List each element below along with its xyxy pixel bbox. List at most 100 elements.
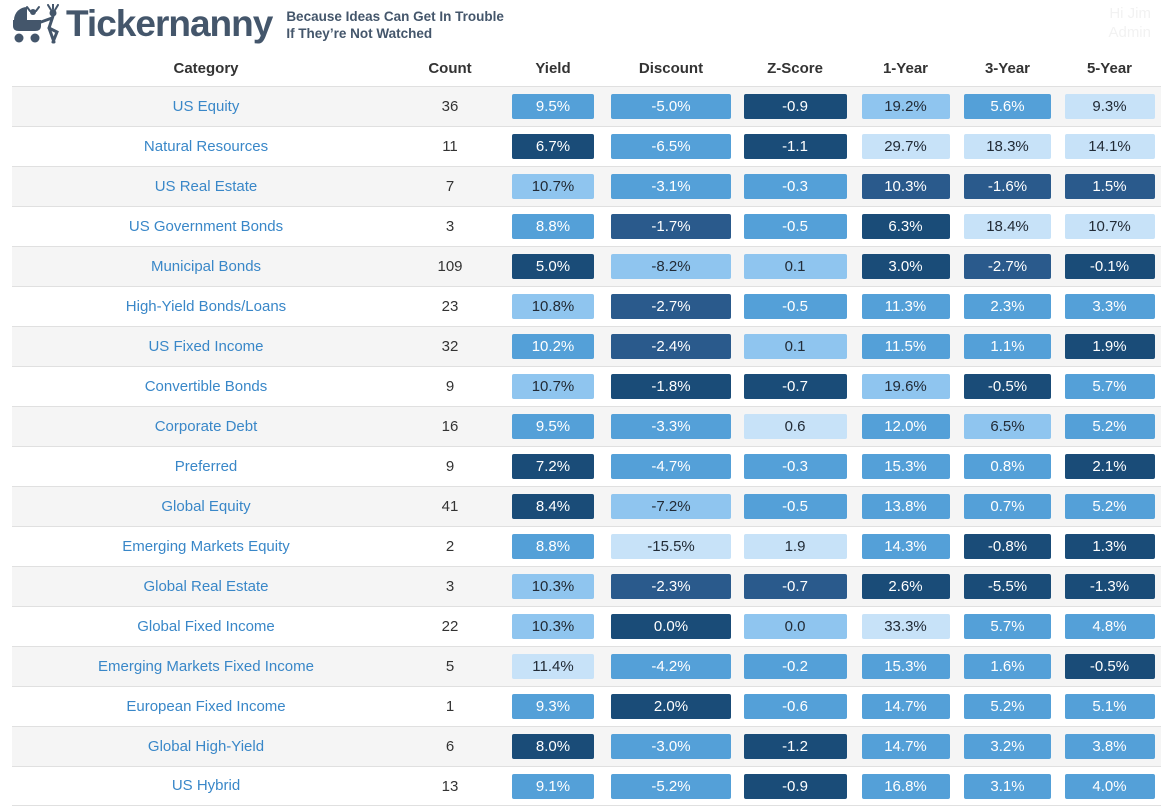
heatmap-value-pill: 1.6% — [964, 654, 1051, 679]
metric-cell: 5.7% — [957, 614, 1058, 639]
metric-cell: 6.3% — [854, 214, 957, 239]
heatmap-value-pill: 10.3% — [861, 174, 950, 199]
metric-cell: 6.7% — [500, 134, 606, 159]
category-link[interactable]: US Fixed Income — [148, 337, 264, 355]
category-link[interactable]: Emerging Markets Fixed Income — [98, 657, 314, 675]
brand-logo[interactable]: Tickernanny — [10, 2, 273, 46]
category-link[interactable]: High-Yield Bonds/Loans — [125, 297, 287, 315]
metric-cell: 10.3% — [854, 174, 957, 199]
table-header-row: Category Count Yield Discount Z-Score 1-Year 3… — [12, 50, 1161, 86]
metric-cell: 2.3% — [957, 294, 1058, 319]
metric-cell: -5.5% — [957, 574, 1058, 599]
category-link[interactable]: Convertible Bonds — [144, 377, 268, 395]
table-row: Municipal Bonds 109 5.0% -8.2% 0.1 3.0% -2.7% -… — [12, 246, 1161, 286]
metric-cell: 10.7% — [1058, 214, 1161, 239]
table-row: Natural Resources 11 6.7% -6.5% -1.1 29.7% 18.… — [12, 126, 1161, 166]
category-link[interactable]: Global Real Estate — [143, 577, 269, 595]
heatmap-value-pill: 9.5% — [512, 94, 594, 119]
heatmap-value-pill: 13.8% — [861, 494, 950, 519]
metric-cell: 4.8% — [1058, 614, 1161, 639]
table-row: US Fixed Income 32 10.2% -2.4% 0.1 11.5% 1.1% 1… — [12, 326, 1161, 366]
heatmap-value-pill: -1.3% — [1064, 574, 1155, 599]
column-header-z-score: Z-Score — [767, 59, 823, 77]
count-value: 22 — [441, 618, 459, 635]
metric-cell: -2.7% — [606, 294, 736, 319]
heatmap-value-pill: 9.1% — [512, 773, 594, 799]
user-greeting-link[interactable]: Hi Jim — [1109, 5, 1151, 22]
category-cell: US Equity — [12, 98, 400, 116]
heatmap-value-pill: 18.4% — [964, 214, 1051, 239]
metric-cell: 9.3% — [500, 694, 606, 719]
tagline-line-2: If They’re Not Watched — [286, 26, 433, 41]
category-cell: US Fixed Income — [12, 338, 400, 356]
metric-cell: 14.7% — [854, 734, 957, 759]
heatmap-value-pill: 5.0% — [512, 254, 594, 279]
metric-cell: -0.3 — [736, 454, 854, 479]
topbar: Tickernanny Because Ideas Can Get In Tro… — [0, 0, 1161, 50]
heatmap-value-pill: -0.2 — [743, 654, 847, 679]
metric-cell: 2.6% — [854, 574, 957, 599]
category-link[interactable]: Global Equity — [161, 497, 251, 515]
category-link[interactable]: US Real Estate — [154, 177, 258, 195]
metric-cell: 2.0% — [606, 694, 736, 719]
category-link[interactable]: European Fixed Income — [126, 697, 286, 715]
metric-cell: 11.4% — [500, 654, 606, 679]
category-cell: Global Fixed Income — [12, 618, 400, 636]
heatmap-value-pill: -2.4% — [611, 334, 731, 359]
heatmap-value-pill: 15.3% — [861, 454, 950, 479]
heatmap-value-pill: 2.1% — [1064, 454, 1155, 479]
count-value: 36 — [441, 98, 459, 115]
user-box: Hi Jim Admin — [1108, 4, 1151, 42]
category-cell: Corporate Debt — [12, 418, 400, 436]
category-cell: US Real Estate — [12, 178, 400, 196]
category-link[interactable]: Global Fixed Income — [137, 617, 275, 635]
heatmap-value-pill: 10.7% — [512, 374, 594, 399]
heatmap-value-pill: 11.4% — [512, 654, 594, 679]
category-cell: European Fixed Income — [12, 698, 400, 716]
category-link[interactable]: Corporate Debt — [154, 417, 258, 435]
metric-cell: -7.2% — [606, 494, 736, 519]
metric-cell: 3.2% — [957, 734, 1058, 759]
heatmap-value-pill: -15.5% — [611, 534, 731, 559]
metric-cell: 12.0% — [854, 414, 957, 439]
heatmap-value-pill: 2.6% — [861, 574, 950, 599]
heatmap-value-pill: 18.3% — [964, 134, 1051, 159]
category-link[interactable]: US Government Bonds — [128, 217, 284, 235]
table-body: US Equity 36 9.5% -5.0% -0.9 19.2% 5.6% 9.3% Nat… — [12, 86, 1161, 806]
metric-cell: 1.6% — [957, 654, 1058, 679]
count-value: 41 — [441, 498, 459, 515]
category-link[interactable]: US Hybrid — [171, 777, 241, 794]
heatmap-value-pill: 10.8% — [512, 294, 594, 319]
count-value: 9 — [445, 378, 455, 395]
category-link[interactable]: Emerging Markets Equity — [122, 537, 290, 555]
count-value: 5 — [445, 658, 455, 675]
category-link[interactable]: Preferred — [174, 457, 238, 475]
heatmap-value-pill: -0.8% — [964, 534, 1051, 559]
column-header-category: Category — [173, 59, 239, 77]
column-header-1-year: 1-Year — [882, 59, 929, 77]
category-link[interactable]: Global High-Yield — [147, 737, 265, 755]
metric-cell: 10.8% — [500, 294, 606, 319]
metric-cell: 1.9% — [1058, 334, 1161, 359]
heatmap-value-pill: -1.8% — [611, 374, 731, 399]
metric-cell: 5.2% — [957, 694, 1058, 719]
table-row: Preferred 9 7.2% -4.7% -0.3 15.3% 0.8% 2.1% — [12, 446, 1161, 486]
table-row: Corporate Debt 16 9.5% -3.3% 0.6 12.0% 6.5% 5.2… — [12, 406, 1161, 446]
metric-cell: 0.0% — [606, 614, 736, 639]
table-row: US Real Estate 7 10.7% -3.1% -0.3 10.3% -1.6% 1… — [12, 166, 1161, 206]
metric-cell: 11.5% — [854, 334, 957, 359]
admin-link[interactable]: Admin — [1108, 24, 1151, 41]
metric-cell: 5.2% — [1058, 494, 1161, 519]
category-cell: US Government Bonds — [12, 218, 400, 236]
category-link[interactable]: Municipal Bonds — [150, 257, 262, 275]
metric-cell: 8.8% — [500, 214, 606, 239]
metric-cell: -6.5% — [606, 134, 736, 159]
category-link[interactable]: US Equity — [172, 97, 240, 115]
heatmap-value-pill: 2.0% — [611, 694, 731, 719]
count-value: 13 — [441, 777, 459, 795]
category-link[interactable]: Natural Resources — [143, 137, 269, 155]
heatmap-value-pill: 5.7% — [964, 614, 1051, 639]
table-row: Global Fixed Income 22 10.3% 0.0% 0.0 33.3% 5.… — [12, 606, 1161, 646]
heatmap-value-pill: -2.3% — [611, 574, 731, 599]
heatmap-value-pill: 6.5% — [964, 414, 1051, 439]
